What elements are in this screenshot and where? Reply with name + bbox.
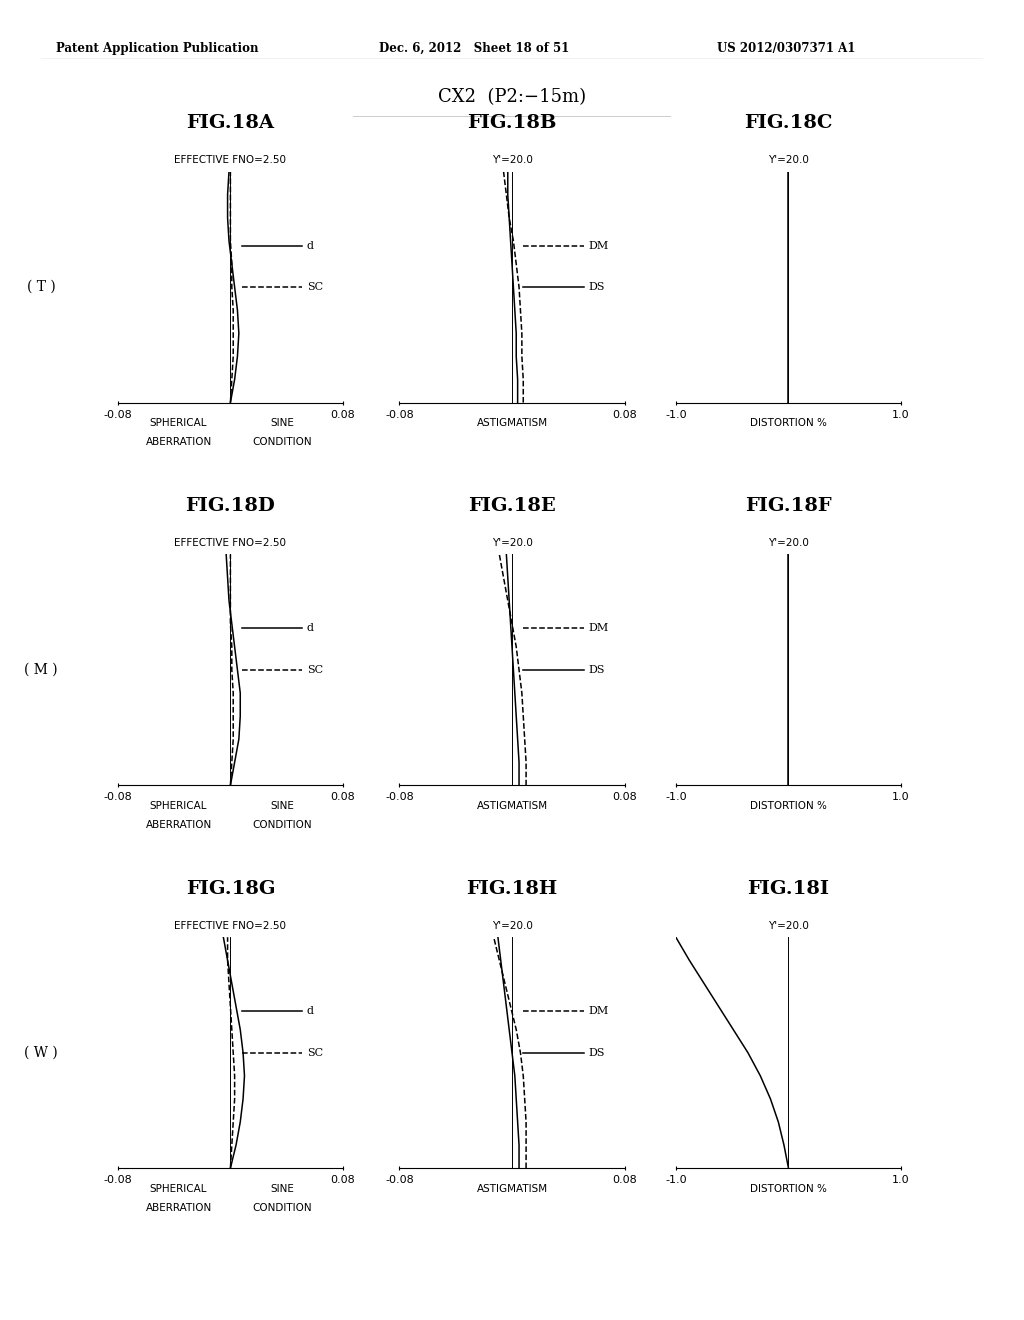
Text: ( T ): ( T ) [27, 280, 55, 294]
Text: CONDITION: CONDITION [252, 1203, 312, 1213]
Text: FIG.18D: FIG.18D [185, 496, 275, 515]
Text: ASTIGMATISM: ASTIGMATISM [476, 1184, 548, 1195]
Text: SPHERICAL: SPHERICAL [150, 1184, 207, 1195]
Text: DM: DM [589, 1006, 609, 1016]
Text: SC: SC [307, 665, 324, 675]
Text: ABERRATION: ABERRATION [145, 437, 212, 447]
Text: CX2  (P2:−15m): CX2 (P2:−15m) [438, 88, 586, 107]
Text: ABERRATION: ABERRATION [145, 1203, 212, 1213]
Text: DM: DM [589, 623, 609, 634]
Text: CONDITION: CONDITION [252, 820, 312, 830]
Text: DS: DS [589, 1048, 605, 1057]
Text: d: d [307, 240, 314, 251]
Text: SC: SC [307, 282, 324, 292]
Text: EFFECTIVE FNO=2.50: EFFECTIVE FNO=2.50 [174, 537, 287, 548]
Text: ASTIGMATISM: ASTIGMATISM [476, 418, 548, 429]
Text: ABERRATION: ABERRATION [145, 820, 212, 830]
Text: DISTORTION %: DISTORTION % [750, 801, 827, 812]
Text: SINE: SINE [270, 801, 294, 812]
Text: Y'=20.0: Y'=20.0 [768, 154, 809, 165]
Text: DISTORTION %: DISTORTION % [750, 1184, 827, 1195]
Text: DS: DS [589, 282, 605, 292]
Text: Patent Application Publication: Patent Application Publication [56, 42, 259, 55]
Text: FIG.18C: FIG.18C [744, 114, 833, 132]
Text: d: d [307, 1006, 314, 1016]
Text: FIG.18F: FIG.18F [745, 496, 831, 515]
Text: FIG.18I: FIG.18I [748, 879, 829, 898]
Text: d: d [307, 623, 314, 634]
Text: Y'=20.0: Y'=20.0 [492, 537, 532, 548]
Text: SPHERICAL: SPHERICAL [150, 801, 207, 812]
Text: ( W ): ( W ) [25, 1045, 57, 1060]
Text: FIG.18H: FIG.18H [466, 879, 558, 898]
Text: SINE: SINE [270, 418, 294, 429]
Text: Dec. 6, 2012   Sheet 18 of 51: Dec. 6, 2012 Sheet 18 of 51 [379, 42, 569, 55]
Text: DS: DS [589, 665, 605, 675]
Text: SPHERICAL: SPHERICAL [150, 418, 207, 429]
Text: DISTORTION %: DISTORTION % [750, 418, 827, 429]
Text: FIG.18E: FIG.18E [468, 496, 556, 515]
Text: Y'=20.0: Y'=20.0 [768, 920, 809, 931]
Text: Y'=20.0: Y'=20.0 [768, 537, 809, 548]
Text: DM: DM [589, 240, 609, 251]
Text: ( M ): ( M ) [25, 663, 57, 677]
Text: SC: SC [307, 1048, 324, 1057]
Text: EFFECTIVE FNO=2.50: EFFECTIVE FNO=2.50 [174, 920, 287, 931]
Text: Y'=20.0: Y'=20.0 [492, 920, 532, 931]
Text: SINE: SINE [270, 1184, 294, 1195]
Text: CONDITION: CONDITION [252, 437, 312, 447]
Text: EFFECTIVE FNO=2.50: EFFECTIVE FNO=2.50 [174, 154, 287, 165]
Text: US 2012/0307371 A1: US 2012/0307371 A1 [717, 42, 855, 55]
Text: FIG.18A: FIG.18A [186, 114, 274, 132]
Text: Y'=20.0: Y'=20.0 [492, 154, 532, 165]
Text: FIG.18G: FIG.18G [185, 879, 275, 898]
Text: FIG.18B: FIG.18B [467, 114, 557, 132]
Text: ASTIGMATISM: ASTIGMATISM [476, 801, 548, 812]
